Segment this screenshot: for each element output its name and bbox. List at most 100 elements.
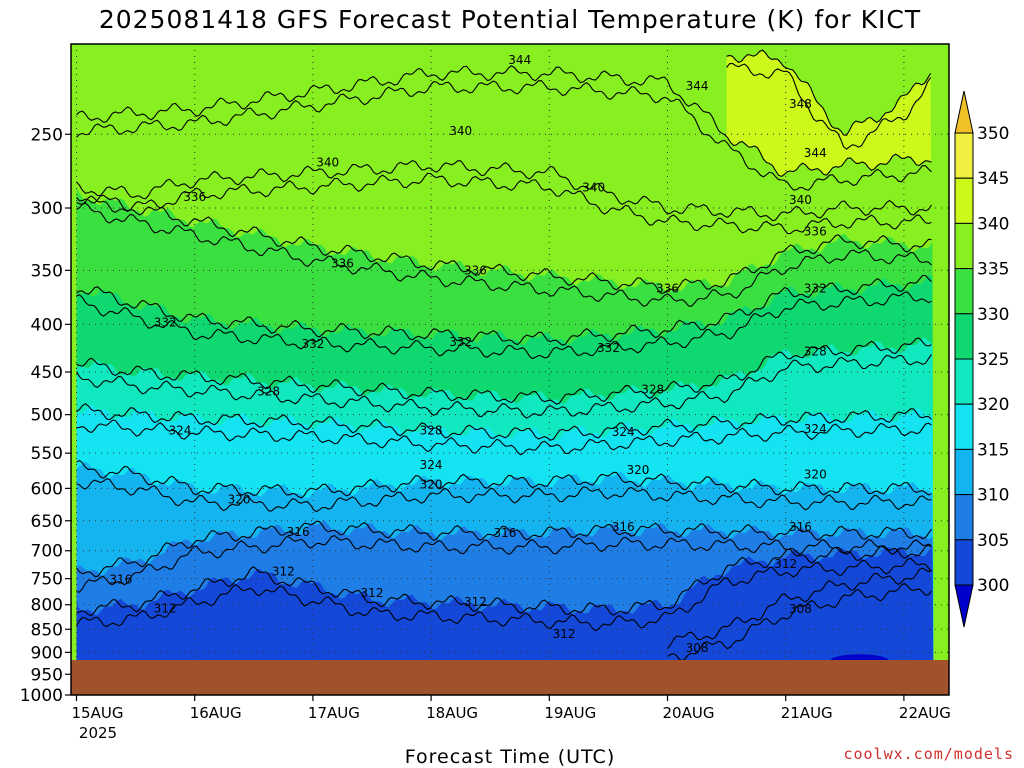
contour-label-320: 320 xyxy=(420,477,443,491)
x-tick-label-22AUG: 22AUG xyxy=(899,704,951,722)
contour-label-332: 332 xyxy=(804,281,827,295)
colorbar-segment xyxy=(954,539,974,586)
contour-label-308: 308 xyxy=(686,641,709,655)
colorbar-segment xyxy=(954,403,974,450)
contour-label-316: 316 xyxy=(494,526,517,540)
y-tick-label-750: 750 xyxy=(31,570,63,590)
contour-label-328: 328 xyxy=(257,384,280,398)
contour-label-348: 348 xyxy=(789,97,812,111)
x-year-label: 2025 xyxy=(79,724,117,742)
contour-label-332: 332 xyxy=(154,315,177,329)
y-tick-label-850: 850 xyxy=(31,620,63,640)
y-tick-label-800: 800 xyxy=(31,596,63,616)
pool-300 xyxy=(830,654,890,660)
contour-label-316: 316 xyxy=(109,573,132,587)
contour-label-336: 336 xyxy=(183,190,206,204)
contour-label-316: 316 xyxy=(612,520,635,534)
colorbar-label-345: 345 xyxy=(977,169,1009,189)
colorbar-arrow-top xyxy=(954,90,974,134)
contour-label-316: 316 xyxy=(789,520,812,534)
colorbar-label-300: 300 xyxy=(977,576,1009,596)
y-tick-label-1000: 1000 xyxy=(20,686,63,706)
contour-label-324: 324 xyxy=(420,458,443,472)
chart-title: 2025081418 GFS Forecast Potential Temper… xyxy=(99,5,921,34)
x-tick-label-20AUG: 20AUG xyxy=(663,704,715,722)
contour-line-336-minor xyxy=(76,202,932,307)
contour-label-336: 336 xyxy=(804,225,827,239)
contour-line-316 xyxy=(76,520,932,578)
contour-label-328: 328 xyxy=(641,383,664,397)
y-tick-label-450: 450 xyxy=(31,363,63,383)
contour-label-320: 320 xyxy=(228,493,251,507)
contour-line-348-minor xyxy=(726,62,932,150)
contour-line-308-minor xyxy=(667,582,932,662)
contour-label-344: 344 xyxy=(686,79,709,93)
colorbar-arrow-bottom xyxy=(954,584,974,628)
contour-label-328: 328 xyxy=(804,345,827,359)
contour-line-320-minor xyxy=(76,478,932,513)
pool-305 xyxy=(342,652,417,660)
colorbar-segment xyxy=(954,358,974,405)
colorbar-segment xyxy=(954,448,974,496)
contour-label-312: 312 xyxy=(154,601,177,615)
contour-label-320: 320 xyxy=(804,468,827,482)
y-axis: 250 300 350 400 450 500 550 600 650 700 750 800 850 9… xyxy=(20,125,71,706)
contour-label-340: 340 xyxy=(449,124,472,138)
contour-label-332: 332 xyxy=(301,337,324,351)
contour-label-336: 336 xyxy=(464,263,487,277)
y-tick-label-500: 500 xyxy=(31,406,63,426)
colorbar-label-310: 310 xyxy=(977,486,1009,506)
contour-line-308 xyxy=(667,567,932,649)
contour-label-308: 308 xyxy=(789,602,812,616)
y-tick-label-650: 650 xyxy=(31,512,63,532)
contour-label-336: 336 xyxy=(656,281,679,295)
contour-label-344: 344 xyxy=(508,53,531,67)
y-tick-label-350: 350 xyxy=(31,261,63,281)
contour-line-340-minor xyxy=(76,172,932,235)
contour-line-344-minor xyxy=(76,80,932,191)
x-axis: 15AUG 16AUG 17AUG 18AUG 19AUG 20AUG 21AUG 22AUG xyxy=(72,695,951,722)
pool-305 xyxy=(224,655,299,660)
y-tick-label-900: 900 xyxy=(31,643,63,663)
color-bands xyxy=(71,44,949,695)
contour-label-320: 320 xyxy=(626,463,649,477)
contour-line-332 xyxy=(76,274,932,346)
contour-line-312-minor xyxy=(76,557,932,632)
colorbar-label-350: 350 xyxy=(977,124,1009,144)
y-tick-label-700: 700 xyxy=(31,542,63,562)
colorbar-label-320: 320 xyxy=(977,395,1009,415)
y-tick-label-400: 400 xyxy=(31,315,63,335)
pool-305 xyxy=(445,647,535,660)
contour-line-344 xyxy=(76,65,932,178)
contour-line-328 xyxy=(76,337,932,405)
colorbar-label-305: 305 xyxy=(977,531,1009,551)
contour-label-344: 344 xyxy=(804,146,827,160)
pool-305 xyxy=(106,647,180,660)
contour-label-340: 340 xyxy=(316,155,339,169)
x-tick-label-15AUG: 15AUG xyxy=(72,704,124,722)
contour-labels: 344 344 348 340 340 344 336 340 340 336 336 336 336 3… xyxy=(109,53,826,655)
y-tick-label-950: 950 xyxy=(31,665,63,685)
contour-label-328: 328 xyxy=(420,423,443,437)
contour-line-348 xyxy=(726,49,932,136)
x-tick-label-18AUG: 18AUG xyxy=(426,704,478,722)
x-tick-label-21AUG: 21AUG xyxy=(781,704,833,722)
colorbar-segment xyxy=(954,177,974,224)
x-tick-label-16AUG: 16AUG xyxy=(190,704,242,722)
colorbar-segment xyxy=(954,222,974,270)
contour-line-324 xyxy=(76,403,932,441)
contour-line-332-minor xyxy=(76,291,932,360)
pool-305 xyxy=(697,618,890,660)
plot-frame xyxy=(70,43,950,696)
contour-label-324: 324 xyxy=(612,425,635,439)
x-axis-label: Forecast Time (UTC) xyxy=(405,746,615,768)
credit-text: coolwx.com/models xyxy=(843,745,1014,763)
colorbar-label-335: 335 xyxy=(977,260,1009,280)
y-tick-label-250: 250 xyxy=(31,125,63,145)
contour-label-324: 324 xyxy=(168,423,191,437)
colorbar-label-340: 340 xyxy=(977,214,1009,234)
contour-label-336: 336 xyxy=(331,256,354,270)
colorbar-segment xyxy=(954,313,974,360)
contour-label-324: 324 xyxy=(804,422,827,436)
